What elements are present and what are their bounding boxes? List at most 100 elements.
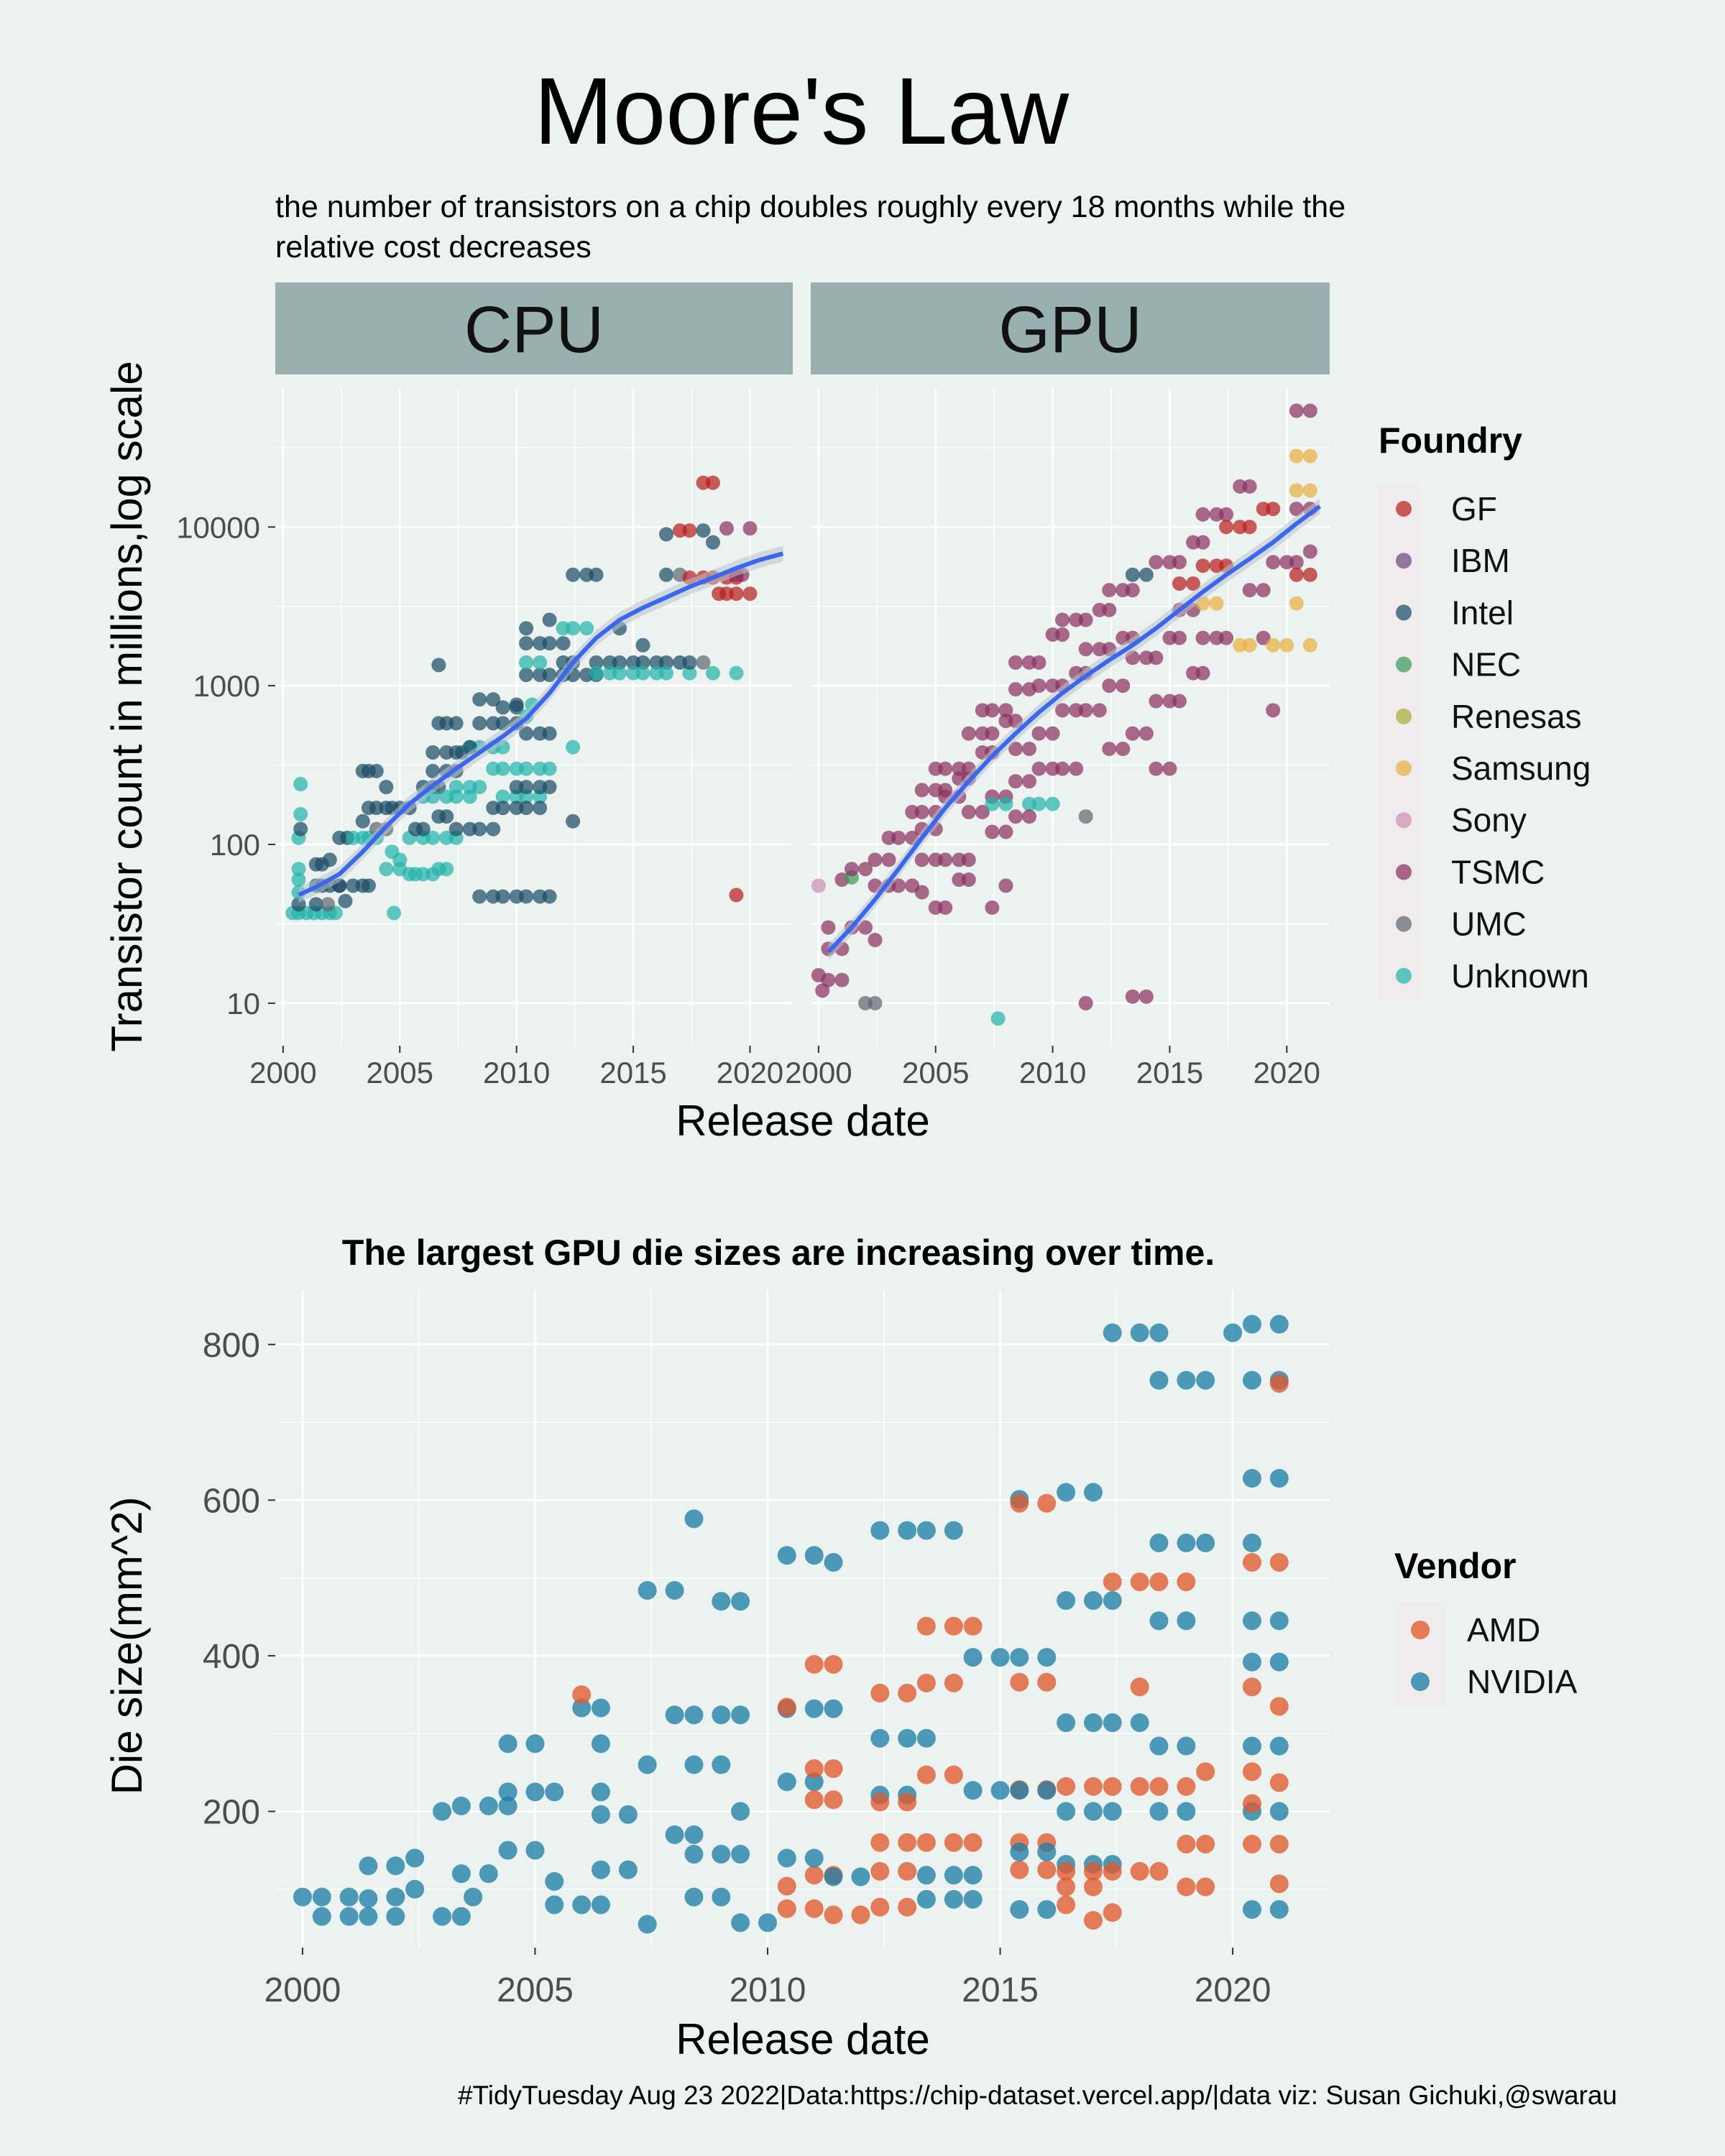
data-point — [1172, 576, 1187, 591]
data-point — [1242, 1533, 1261, 1552]
data-point — [1149, 1533, 1169, 1552]
data-point — [712, 1755, 731, 1774]
legend-label: GF — [1451, 490, 1497, 528]
data-point — [591, 1782, 610, 1802]
data-point — [916, 1833, 936, 1852]
data-point — [659, 527, 674, 542]
data-point — [1010, 1899, 1029, 1919]
data-point — [495, 761, 510, 776]
legend-key — [1396, 916, 1412, 932]
data-point — [1102, 602, 1117, 617]
data-point — [293, 821, 308, 837]
y-axis-title: Transistor count in millions,log scale — [103, 361, 151, 1052]
panel-cpu: CPU 2000 2005 2010 2015 2020 — [249, 282, 793, 1089]
data-point — [916, 1673, 936, 1692]
data-point — [495, 801, 510, 816]
data-point — [998, 703, 1013, 718]
data-point — [1130, 1323, 1149, 1342]
data-point — [572, 1685, 592, 1705]
data-point — [682, 665, 697, 681]
data-point — [542, 780, 557, 795]
data-point — [898, 1861, 917, 1881]
data-point — [824, 1790, 843, 1810]
data-point — [1162, 761, 1177, 776]
data-point — [870, 1792, 890, 1812]
data-point — [938, 900, 953, 915]
data-point — [312, 1887, 331, 1907]
data-point — [1302, 637, 1317, 653]
data-point — [1103, 1713, 1122, 1733]
data-point — [712, 1705, 731, 1725]
panel-gpu: GPU 2000 2005 2010 2015 2020 — [785, 282, 1330, 1089]
legend-key — [1396, 656, 1412, 673]
data-point — [963, 1833, 983, 1852]
data-point — [1289, 403, 1304, 418]
data-point — [659, 655, 674, 670]
data-point — [635, 665, 650, 681]
data-point — [1116, 742, 1131, 757]
data-point — [566, 814, 581, 829]
data-point — [684, 1705, 704, 1725]
data-point — [868, 932, 883, 947]
data-point — [804, 1654, 824, 1674]
data-point — [495, 889, 510, 904]
figure-caption: #TidyTuesday Aug 23 2022|Data:https://ch… — [458, 2081, 1617, 2110]
data-point — [914, 804, 929, 819]
y-tick-label: 600 — [203, 1482, 260, 1520]
data-point — [998, 796, 1013, 811]
data-point — [498, 1796, 518, 1815]
data-point — [448, 821, 464, 837]
data-point — [891, 830, 906, 845]
data-point — [1022, 774, 1037, 789]
data-point — [1186, 576, 1201, 591]
data-point — [1102, 742, 1117, 757]
data-point — [387, 906, 402, 921]
data-point — [851, 1905, 870, 1925]
data-point — [1302, 448, 1317, 464]
x-tick-label: 2015 — [1136, 1056, 1203, 1089]
data-point — [1103, 1591, 1122, 1611]
data-point — [545, 1782, 564, 1802]
data-point — [1037, 1899, 1057, 1919]
data-point — [1031, 655, 1046, 670]
data-point — [519, 636, 534, 651]
data-point — [1289, 502, 1304, 517]
data-point — [638, 1915, 657, 1934]
data-point — [1037, 1781, 1057, 1800]
data-point — [731, 1802, 750, 1821]
x-tick-label: 2000 — [249, 1056, 316, 1089]
data-point — [665, 1825, 684, 1844]
data-point — [1149, 1861, 1169, 1881]
data-point — [1083, 1591, 1103, 1611]
data-point — [684, 1509, 704, 1529]
data-point — [1130, 1777, 1149, 1796]
data-point — [916, 1765, 936, 1784]
data-point — [916, 1616, 936, 1636]
foundry-legend: Foundry GF IBM Intel NEC Renesas Samsung Sony TS… — [1379, 420, 1591, 1000]
data-point — [938, 852, 953, 867]
data-point — [1269, 1834, 1289, 1853]
figure-subtitle-line-2: relative cost decreases — [275, 230, 592, 264]
data-point — [591, 1860, 610, 1879]
data-point — [684, 1825, 704, 1844]
y-tick-label: 200 — [203, 1794, 260, 1832]
data-point — [426, 763, 441, 778]
data-point — [870, 1833, 890, 1852]
data-point — [498, 1734, 518, 1754]
data-point — [379, 862, 394, 877]
data-point — [1223, 1323, 1243, 1342]
facet-strip-gpu — [811, 282, 1330, 374]
data-point — [1057, 1777, 1076, 1796]
data-point — [1242, 1552, 1261, 1572]
data-point — [1078, 703, 1093, 718]
data-point — [705, 535, 720, 550]
data-point — [696, 655, 711, 670]
data-point — [1196, 1370, 1215, 1390]
data-point — [1031, 678, 1046, 694]
data-point — [898, 1792, 917, 1812]
data-point — [1083, 1877, 1103, 1897]
data-point — [1177, 1611, 1196, 1631]
x-tick-label: 2020 — [1195, 1971, 1271, 2009]
die-size-title: The largest GPU die sizes are increasing… — [342, 1233, 1215, 1273]
data-point — [451, 1796, 471, 1815]
